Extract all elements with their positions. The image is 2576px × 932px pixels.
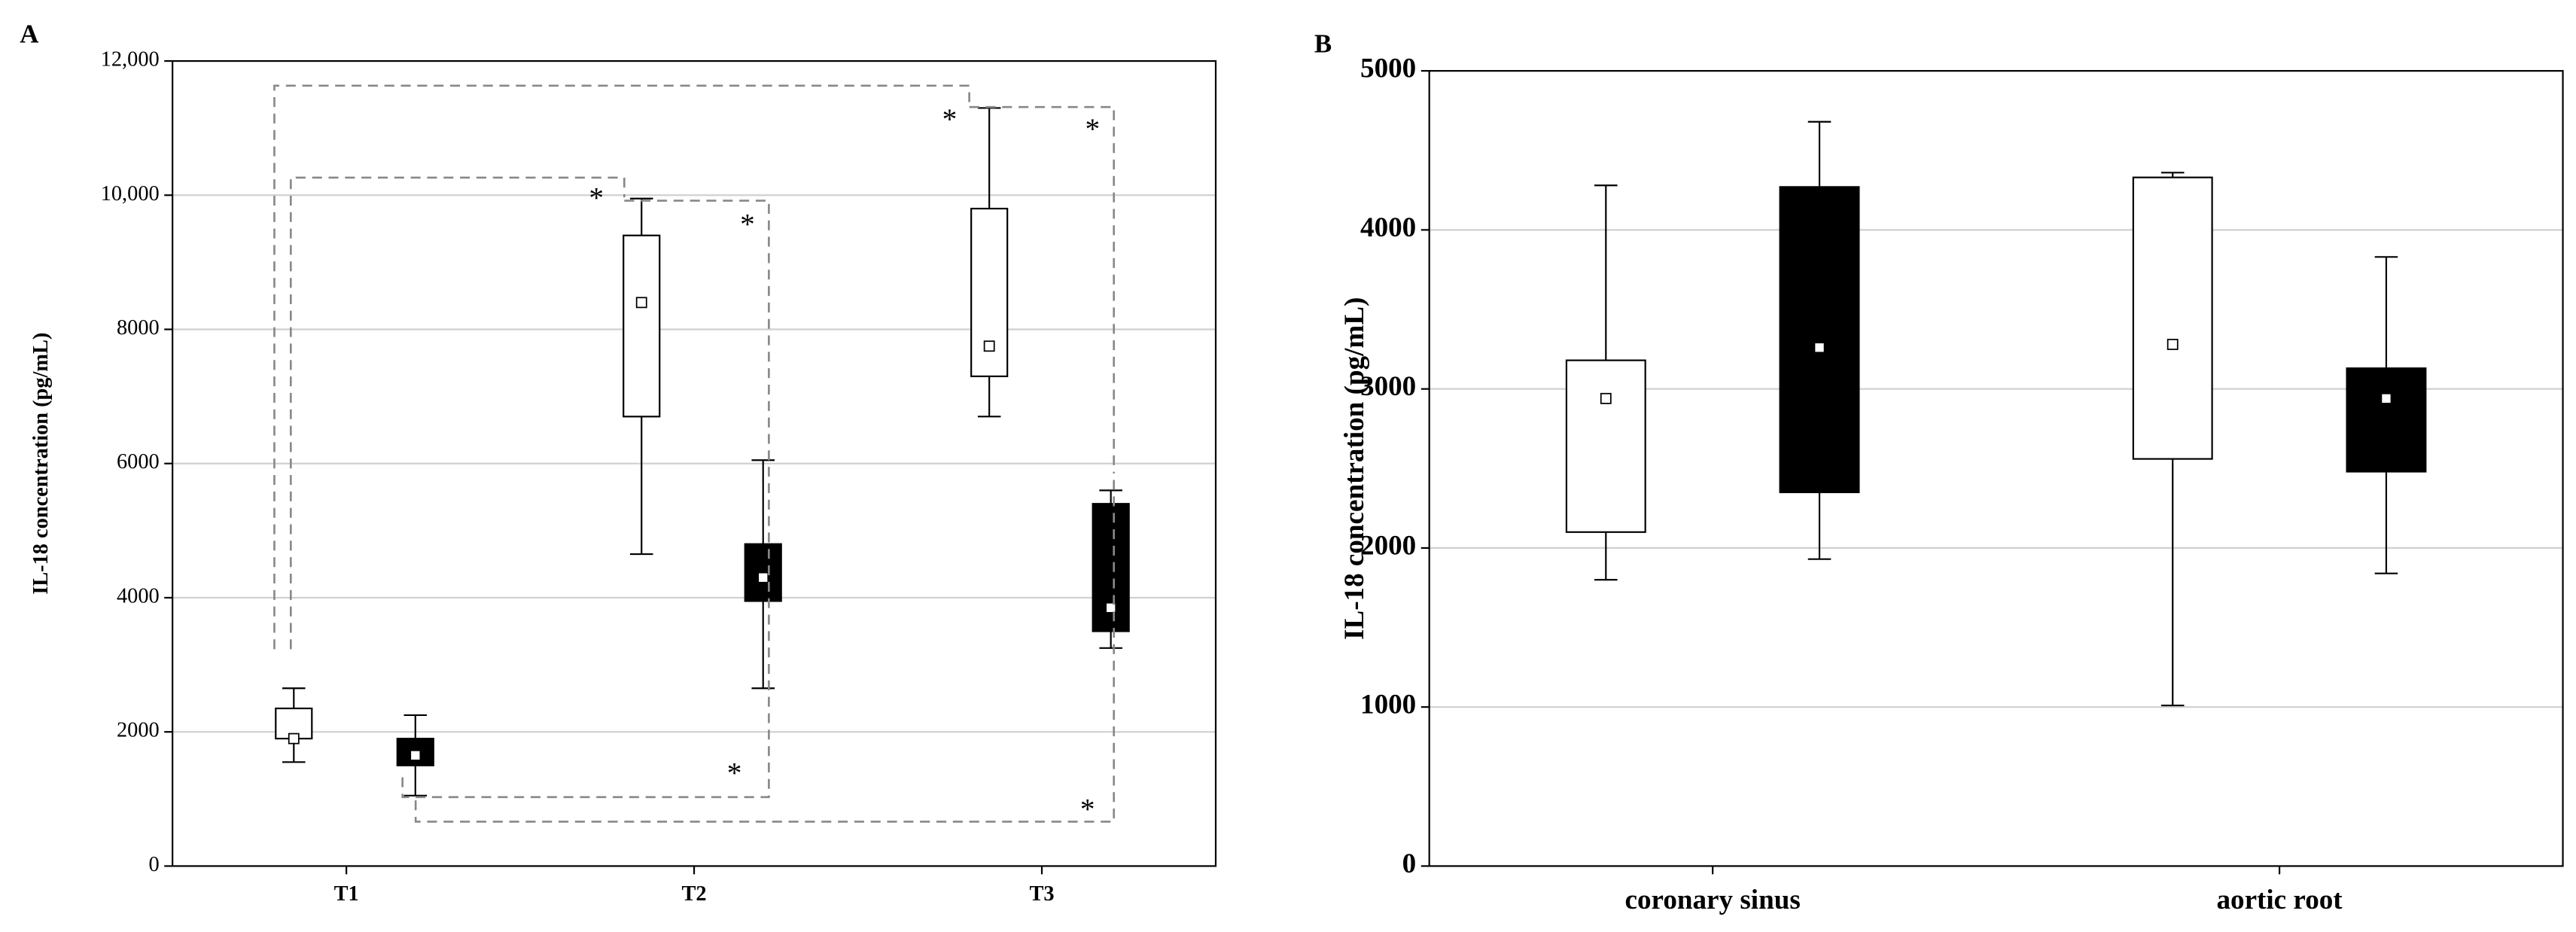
significance-mark: * [1085, 113, 1100, 145]
y-tick-label: 12,000 [101, 48, 160, 72]
y-axis-label: IL-18 concentration (pg/mL) [1339, 297, 1370, 640]
x-tick-label: T3 [1029, 882, 1054, 906]
significance-bracket [273, 84, 970, 650]
y-tick-label: 2000 [1360, 530, 1416, 561]
plot-frame [1428, 70, 2564, 867]
median-marker [1813, 342, 1825, 354]
box-body [1779, 186, 1860, 494]
x-tick-label: coronary sinus [1625, 885, 1801, 915]
x-tick-label: aortic root [2216, 885, 2343, 915]
box [1779, 120, 1860, 560]
box [1092, 489, 1130, 649]
median-marker [757, 571, 769, 583]
median-marker [2380, 392, 2392, 404]
x-tick-label: T2 [682, 882, 707, 906]
box [396, 714, 434, 796]
box-body [1565, 359, 1646, 533]
significance-mark: * [942, 103, 958, 136]
median-marker [635, 297, 647, 309]
median-marker [1105, 602, 1117, 614]
significance-bracket [401, 199, 770, 799]
significance-mark: * [727, 757, 742, 789]
significance-mark: * [589, 182, 604, 215]
median-marker [410, 749, 422, 761]
box-body [2132, 176, 2213, 460]
box-body [623, 234, 661, 418]
panel-label: B [1314, 29, 1332, 58]
y-tick-label: 5000 [1360, 53, 1416, 84]
box [1565, 184, 1646, 581]
box [744, 459, 782, 690]
median-marker [1600, 392, 1612, 404]
median-marker [983, 340, 995, 352]
y-tick-label: 4000 [117, 584, 160, 608]
significance-mark: * [740, 208, 755, 240]
box [2132, 172, 2213, 707]
y-tick-label: 1000 [1360, 690, 1416, 720]
y-tick-label: 0 [149, 853, 160, 876]
median-marker [2166, 339, 2179, 350]
y-tick-label: 10,000 [101, 182, 160, 206]
box [970, 107, 1009, 418]
x-tick-label: T1 [334, 882, 359, 906]
median-marker [288, 733, 300, 745]
y-tick-label: 8000 [117, 316, 160, 340]
y-tick-label: 2000 [117, 719, 160, 742]
y-tick-label: 4000 [1360, 212, 1416, 243]
box [2346, 256, 2427, 574]
significance-bracket [289, 176, 626, 650]
box [275, 687, 313, 763]
box [623, 197, 661, 556]
y-axis-label: IL-18 concentration (pg/mL) [29, 333, 53, 595]
significance-mark: * [1080, 793, 1095, 825]
box-body [2346, 367, 2427, 473]
significance-bracket [414, 471, 1115, 823]
y-tick-label: 0 [1402, 848, 1417, 879]
y-tick-label: 3000 [1360, 371, 1416, 402]
y-tick-label: 6000 [117, 450, 160, 474]
significance-bracket [969, 105, 1115, 469]
panel-label: A [20, 19, 38, 48]
